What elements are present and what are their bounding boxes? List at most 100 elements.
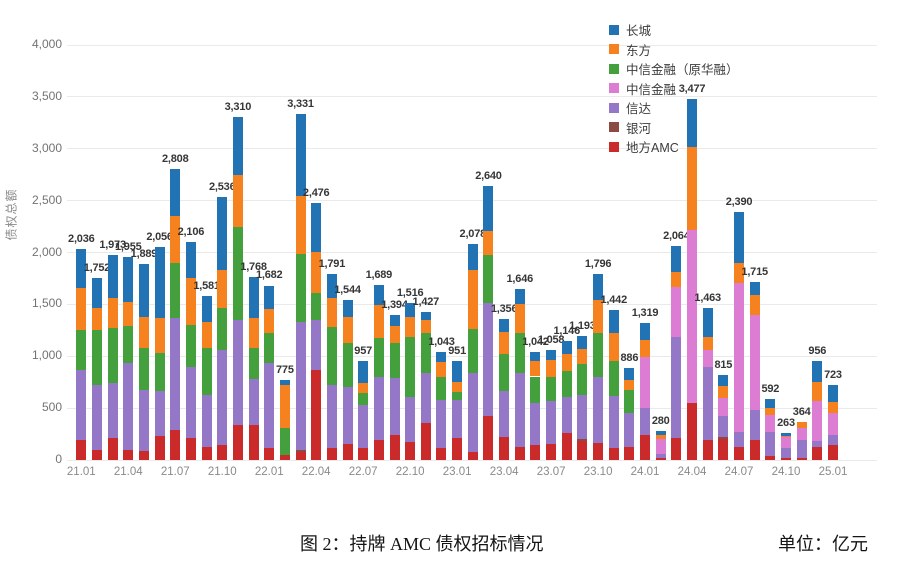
bar-segment [640,356,651,409]
x-tick-label: 25.01 [818,466,848,478]
bar-segment [248,425,259,460]
bar-segment [608,447,619,460]
bar-value-label: 1,042 [522,335,549,348]
bar-segment [358,393,369,406]
bar-segment [827,444,838,460]
bar-segment [671,286,682,337]
bar-segment [248,276,259,319]
bar-segment [217,196,228,271]
y-tick-label: 3,500 [31,88,62,103]
bar-value-label: 1,193 [569,320,596,333]
bar-segment [264,285,275,309]
bar-segment [295,253,306,323]
x-tick-label: 22.01 [254,466,284,478]
bar-segment [138,389,149,451]
bar-segment [154,391,165,436]
bar-segment [76,248,87,289]
bar-segment [827,385,838,402]
bar-segment [827,401,838,414]
bar-segment [76,439,87,460]
bar-segment [765,455,776,460]
bar-segment [530,361,541,377]
legend-item: 东方 [609,40,739,60]
bar-value-label: 2,036 [68,232,95,245]
bar-segment [436,448,447,460]
bar-segment [91,450,102,460]
bar-value-label: 3,477 [678,83,706,96]
x-tick-label: 23.07 [536,466,566,478]
bar-segment [640,435,651,460]
bar-segment [373,439,384,460]
bar-segment [765,407,776,415]
bar-value-label: 1,394 [381,299,408,312]
bar-segment [781,435,791,438]
x-tick-label: 21.07 [160,466,190,478]
bar-value-label: 2,390 [725,196,753,209]
bar-segment [561,433,572,460]
bar-value-label: 956 [808,344,827,357]
bar-value-label: 1,715 [741,266,768,279]
bar-segment [561,370,572,397]
bar-segment [138,347,149,390]
bar-segment [326,297,337,327]
bar-segment [217,444,228,460]
x-tick-label: 21.04 [113,466,143,478]
bar-segment [734,262,745,283]
bar-segment [185,241,196,279]
bar-segment [123,257,134,302]
bar-segment [718,437,729,440]
bar-segment [436,351,447,362]
bar-segment [217,308,228,351]
bar-segment [514,446,525,460]
bar-segment [405,441,416,460]
bar-segment [671,438,682,460]
bar-segment [170,262,181,319]
bar-segment [483,416,494,460]
x-tick-label: 24.07 [724,466,754,478]
bar-segment [342,317,353,344]
bar-segment [201,446,212,460]
y-gridline [67,200,877,202]
bar-segment [373,284,384,305]
bar-segment [483,254,494,304]
bar-segment [608,310,619,334]
bar-value-label: 2,078 [459,228,487,241]
legend-item: 长城 [609,20,739,40]
bar-segment [452,438,463,460]
bar-segment [279,379,290,385]
legend-swatch [609,141,619,152]
bar-segment [138,316,149,348]
bar-segment [201,295,212,322]
bar-segment [295,114,306,197]
bar-segment [812,401,823,441]
bar-segment [91,330,102,386]
bar-segment [624,389,635,414]
bar-segment [499,319,510,332]
bar-segment [436,400,447,449]
bar-segment [827,435,838,445]
bar-segment [342,386,353,445]
bar-segment [107,383,118,439]
bar-value-label: 1,955 [115,241,142,254]
bar-segment [734,282,745,432]
bar-segment [499,436,510,460]
x-tick-label: 24.01 [630,466,660,478]
x-tick-label: 23.10 [583,466,613,478]
legend-swatch [609,24,619,35]
bar-value-label: 1,463 [694,292,721,305]
bar-segment [718,439,729,460]
bar-segment [467,451,478,460]
bar-segment [373,376,384,440]
bar-segment [295,449,306,452]
bar-segment [154,318,165,354]
y-tick-label: 2,000 [31,244,62,259]
bar-segment [389,435,400,460]
bar-segment [279,455,290,460]
bar-value-label: 2,106 [177,225,205,238]
bar-segment [749,440,760,460]
bar-segment [342,444,353,460]
y-tick-label: 2,500 [31,192,62,207]
bar-value-label: 2,536 [208,180,236,193]
bar-value-label: 2,808 [161,152,189,165]
bar-segment [749,410,760,441]
